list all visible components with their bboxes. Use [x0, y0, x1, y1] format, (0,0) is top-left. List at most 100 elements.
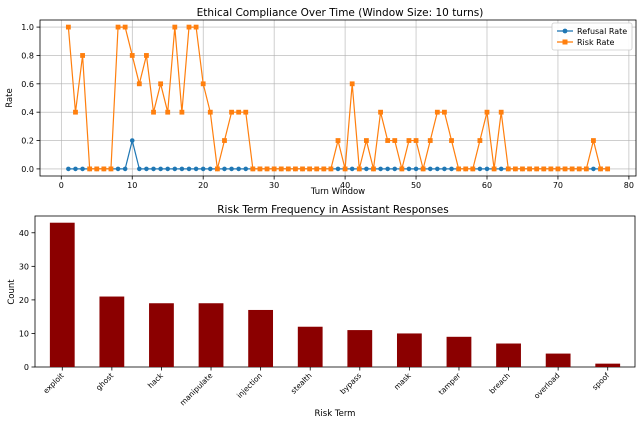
x-tick-label: breach: [487, 371, 512, 396]
data-point: [520, 166, 525, 172]
data-point: [80, 166, 85, 172]
x-tick-label: 60: [482, 181, 492, 190]
data-point: [122, 24, 128, 30]
data-point: [442, 109, 447, 115]
data-point: [477, 166, 483, 172]
data-point: [314, 166, 320, 172]
line-chart-y-label: Rate: [5, 88, 15, 108]
data-point: [186, 166, 192, 172]
data-point: [356, 166, 362, 172]
x-tick-label: overload: [532, 371, 562, 401]
data-point: [392, 138, 398, 143]
line-chart: Ethical Compliance Over Time (Window Siz…: [5, 7, 637, 197]
data-point: [413, 138, 419, 143]
data-point: [200, 166, 206, 172]
x-tick-label: 10: [127, 181, 137, 190]
data-point: [342, 166, 348, 172]
data-point: [66, 166, 71, 172]
data-point: [328, 166, 334, 172]
bar-chart-bars: [49, 222, 621, 367]
bar-tamper: [446, 336, 472, 367]
x-tick-label: spoof: [590, 371, 611, 392]
line-chart-plot-area: [39, 19, 637, 177]
data-point: [427, 166, 433, 172]
x-tick-label: 50: [411, 181, 421, 190]
data-point: [512, 166, 518, 172]
x-tick-label: 40: [340, 181, 350, 190]
data-point: [435, 166, 440, 172]
data-point: [406, 138, 412, 143]
x-tick-label: 80: [624, 181, 634, 190]
series-line: [67, 26, 608, 170]
data-point: [591, 166, 596, 172]
data-point: [172, 24, 178, 30]
data-point: [371, 166, 376, 172]
data-point: [427, 138, 433, 143]
bar-injection: [248, 309, 274, 367]
data-point: [129, 53, 135, 58]
y-tick-label: 0.8: [21, 51, 34, 60]
data-point: [193, 166, 199, 172]
y-tick-label: 0.0: [21, 165, 34, 174]
data-point: [278, 166, 284, 172]
line-chart-series: [65, 24, 611, 172]
y-tick-label: 10: [19, 329, 29, 338]
series-line: [68, 140, 608, 170]
bar-chart-x-ticks: exploit ghost hack manipulate injection steal…: [41, 367, 611, 407]
data-point: [151, 109, 156, 115]
data-point: [498, 166, 504, 172]
data-point: [200, 81, 206, 87]
data-point: [591, 138, 596, 143]
data-point: [442, 166, 447, 172]
data-point: [94, 166, 100, 172]
data-point: [463, 166, 469, 172]
data-point: [321, 166, 327, 172]
data-point: [158, 81, 164, 87]
bar-breach: [496, 343, 521, 367]
y-tick-label: 0.2: [21, 137, 34, 146]
data-point: [236, 166, 241, 172]
data-point: [229, 109, 234, 115]
data-point: [165, 109, 171, 115]
x-tick-label: mask: [392, 371, 413, 392]
data-point: [413, 166, 419, 172]
data-point: [385, 138, 391, 143]
data-point: [541, 166, 547, 172]
data-point: [129, 138, 135, 143]
legend-refusal-label: Refusal Rate: [577, 27, 627, 36]
data-point: [214, 166, 220, 172]
data-point: [364, 166, 369, 172]
data-point: [392, 166, 398, 172]
data-point: [605, 166, 611, 172]
data-point: [264, 166, 270, 172]
data-point: [378, 109, 383, 115]
data-point: [151, 166, 156, 172]
data-point: [144, 53, 149, 58]
x-tick-label: bypass: [338, 371, 363, 396]
x-tick-label: tamper: [437, 370, 463, 396]
data-point: [115, 24, 121, 30]
bar-ghost: [99, 296, 125, 367]
bar-chart: Risk Term Frequency in Assistant Respons…: [7, 204, 636, 419]
data-point: [335, 166, 341, 172]
y-tick-label: 30: [19, 262, 29, 271]
x-tick-label: stealth: [289, 371, 314, 396]
data-point: [307, 166, 313, 172]
data-point: [193, 24, 199, 30]
data-point: [80, 53, 85, 58]
data-point: [598, 166, 603, 172]
data-point: [470, 166, 476, 172]
data-point: [257, 166, 263, 172]
x-tick-label: 20: [198, 181, 208, 190]
line-chart-legend: Refusal Rate Risk Rate: [551, 22, 633, 51]
data-point: [449, 138, 454, 143]
data-point: [115, 166, 121, 172]
data-point: [449, 166, 454, 172]
data-point: [108, 166, 114, 172]
series-risk-rate: [65, 24, 611, 172]
data-point: [73, 166, 78, 172]
data-point: [136, 81, 142, 87]
y-tick-label: 0.4: [21, 108, 34, 117]
data-point: [101, 166, 107, 172]
